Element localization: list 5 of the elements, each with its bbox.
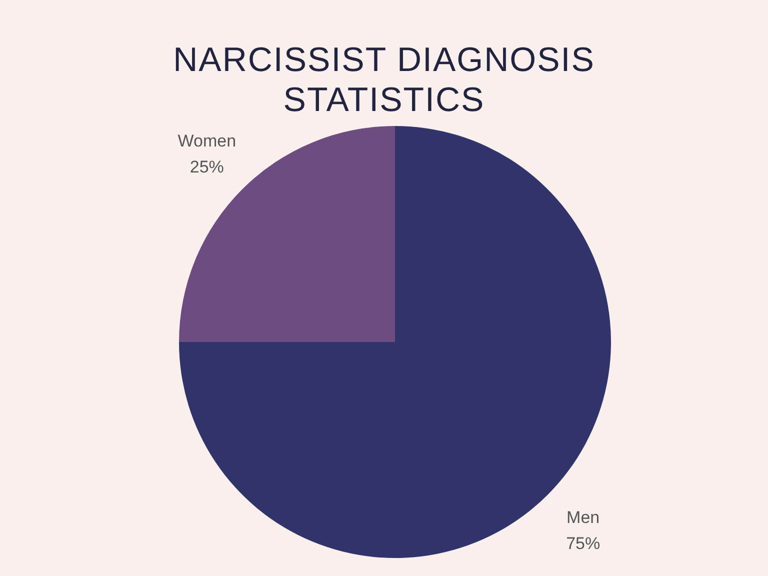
data-label: 25%: [190, 158, 224, 177]
slice-label: Women: [178, 132, 236, 151]
data-label: 75%: [566, 534, 600, 553]
chart-title: NARCISSIST DIAGNOSIS STATISTICS: [172, 40, 596, 120]
slice-label: Men: [566, 508, 600, 527]
